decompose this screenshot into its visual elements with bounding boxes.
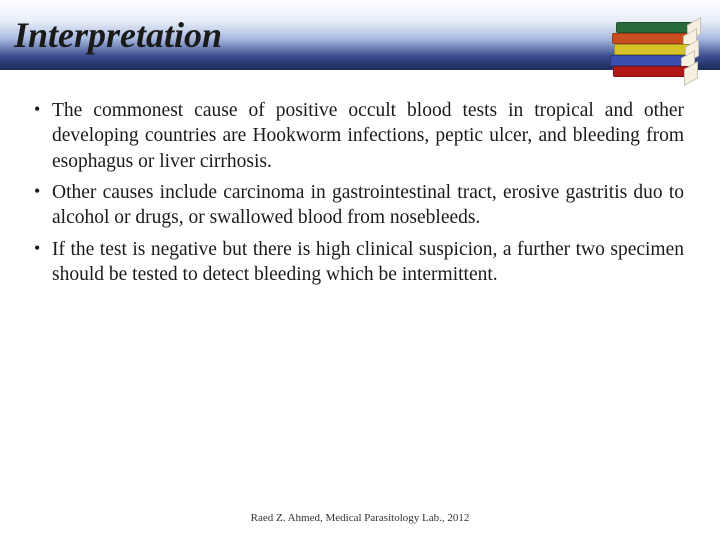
books-icon: [608, 22, 698, 82]
footer-text: Raed Z. Ahmed, Medical Parasitology Lab.…: [0, 512, 720, 524]
book-layer: [610, 55, 690, 66]
book-layer: [613, 66, 693, 77]
book-layer: [616, 22, 696, 33]
bullet-list: The commonest cause of positive occult b…: [30, 98, 684, 287]
list-item: The commonest cause of positive occult b…: [30, 98, 684, 174]
list-item: If the test is negative but there is hig…: [30, 237, 684, 288]
list-item: Other causes include carcinoma in gastro…: [30, 180, 684, 231]
header-banner: Interpretation: [0, 0, 720, 70]
book-layer: [614, 44, 694, 55]
book-layer: [612, 33, 692, 44]
content-area: The commonest cause of positive occult b…: [0, 70, 720, 287]
slide-title: Interpretation: [14, 14, 222, 56]
